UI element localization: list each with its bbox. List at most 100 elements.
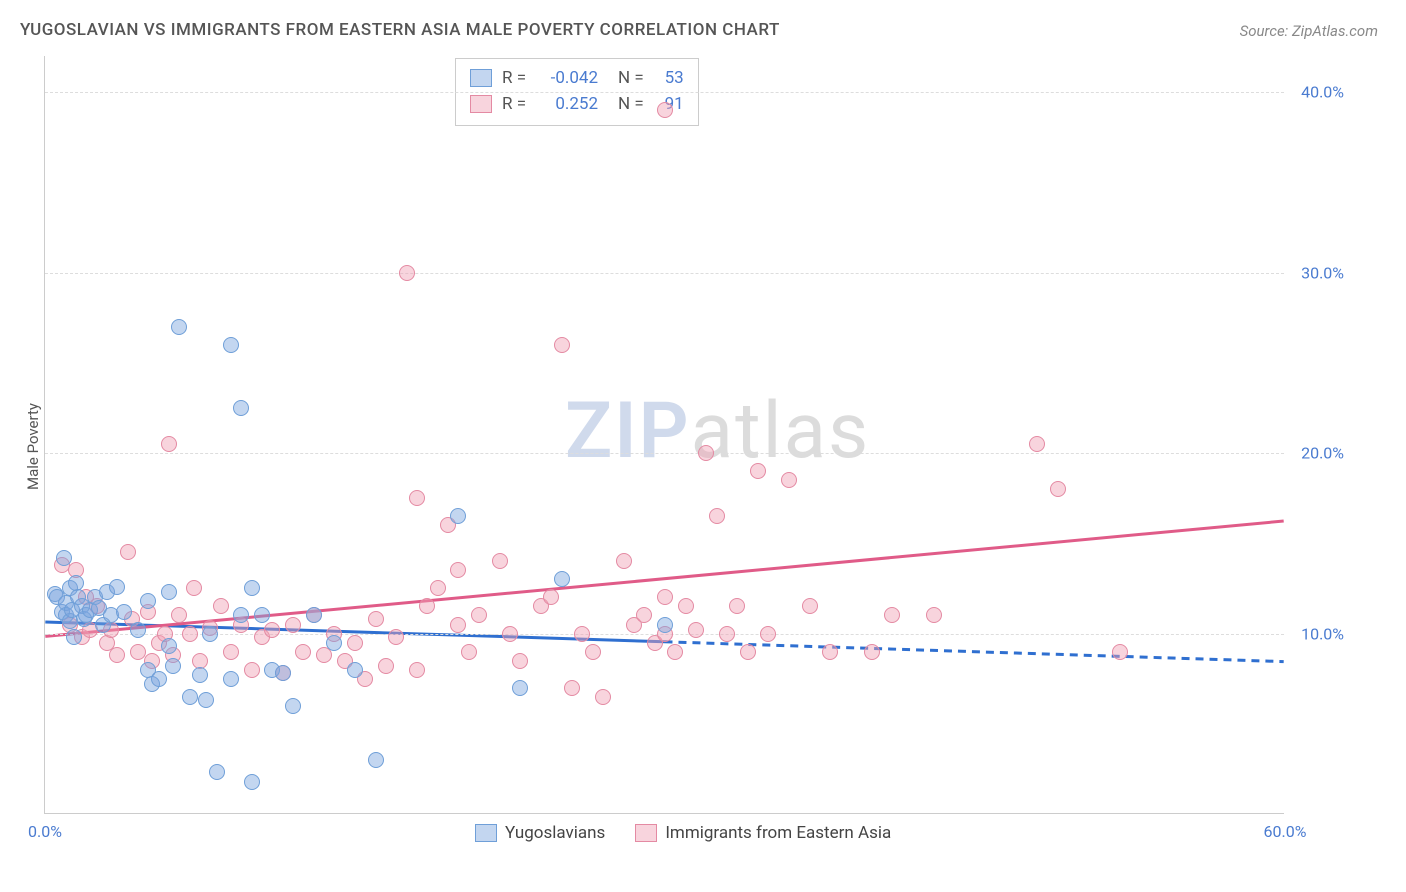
scatter-point-immigrants	[295, 644, 311, 660]
scatter-point-yugoslavians	[347, 662, 363, 678]
scatter-point-yugoslavians	[233, 607, 249, 623]
source-credit: Source: ZipAtlas.com	[1240, 22, 1378, 40]
scatter-point-yugoslavians	[116, 604, 132, 620]
trend-line	[665, 642, 1284, 662]
scatter-point-yugoslavians	[109, 579, 125, 595]
legend-label-yugoslavians: Yugoslavians	[505, 823, 605, 843]
scatter-point-immigrants	[471, 607, 487, 623]
scatter-point-immigrants	[543, 589, 559, 605]
scatter-point-yugoslavians	[171, 319, 187, 335]
scatter-point-yugoslavians	[368, 752, 384, 768]
scatter-point-immigrants	[502, 626, 518, 642]
scatter-point-immigrants	[729, 598, 745, 614]
r-label: R =	[502, 94, 526, 114]
gridline-h	[45, 92, 1284, 93]
scatter-point-yugoslavians	[554, 571, 570, 587]
y-tick-label: 20.0%	[1289, 444, 1344, 463]
scatter-point-immigrants	[244, 662, 260, 678]
scatter-point-yugoslavians	[254, 607, 270, 623]
scatter-point-immigrants	[657, 102, 673, 118]
scatter-point-immigrants	[347, 635, 363, 651]
scatter-point-immigrants	[864, 644, 880, 660]
scatter-point-immigrants	[926, 607, 942, 623]
scatter-point-immigrants	[186, 580, 202, 596]
scatter-point-immigrants	[574, 626, 590, 642]
scatter-point-immigrants	[450, 562, 466, 578]
scatter-point-immigrants	[120, 544, 136, 560]
scatter-point-immigrants	[419, 598, 435, 614]
legend-row-immigrants: R = 0.252 N = 91	[470, 91, 684, 117]
scatter-point-immigrants	[368, 611, 384, 627]
scatter-point-immigrants	[616, 553, 632, 569]
scatter-point-immigrants	[1112, 644, 1128, 660]
scatter-point-immigrants	[822, 644, 838, 660]
n-label: N =	[618, 68, 644, 88]
scatter-point-immigrants	[585, 644, 601, 660]
gridline-h	[45, 273, 1284, 274]
scatter-point-immigrants	[492, 553, 508, 569]
scatter-point-immigrants	[171, 607, 187, 623]
scatter-point-yugoslavians	[140, 593, 156, 609]
scatter-point-immigrants	[388, 629, 404, 645]
scatter-point-yugoslavians	[275, 665, 291, 681]
scatter-point-yugoslavians	[244, 774, 260, 790]
scatter-point-immigrants	[285, 617, 301, 633]
y-axis-label: Male Poverty	[24, 403, 42, 490]
scatter-plot-area: ZIPatlas R = -0.042 N = 53 R = 0.252 N =…	[44, 56, 1284, 814]
scatter-point-immigrants	[409, 662, 425, 678]
scatter-point-immigrants	[399, 265, 415, 281]
scatter-point-immigrants	[564, 680, 580, 696]
scatter-point-immigrants	[182, 626, 198, 642]
r-value-yugoslavians: -0.042	[536, 68, 598, 88]
scatter-point-immigrants	[1029, 436, 1045, 452]
scatter-point-immigrants	[1050, 481, 1066, 497]
y-tick-label: 30.0%	[1289, 263, 1344, 282]
scatter-point-immigrants	[213, 598, 229, 614]
r-label: R =	[502, 68, 526, 88]
scatter-point-yugoslavians	[130, 622, 146, 638]
gridline-h	[45, 453, 1284, 454]
scatter-point-immigrants	[450, 617, 466, 633]
scatter-point-immigrants	[161, 436, 177, 452]
scatter-point-yugoslavians	[161, 584, 177, 600]
scatter-point-immigrants	[884, 607, 900, 623]
swatch-yugoslavians	[470, 69, 492, 87]
y-tick-label: 10.0%	[1289, 624, 1344, 643]
y-tick-label: 40.0%	[1289, 83, 1344, 102]
scatter-point-immigrants	[719, 626, 735, 642]
scatter-point-yugoslavians	[512, 680, 528, 696]
scatter-point-yugoslavians	[285, 698, 301, 714]
scatter-point-immigrants	[223, 644, 239, 660]
watermark-zip: ZIP	[565, 386, 691, 477]
scatter-point-immigrants	[657, 589, 673, 605]
scatter-point-immigrants	[678, 598, 694, 614]
series-legend: Yugoslavians Immigrants from Eastern Asi…	[475, 823, 891, 843]
watermark-atlas: atlas	[691, 386, 871, 477]
x-tick-label: 0.0%	[28, 822, 62, 841]
scatter-point-yugoslavians	[165, 658, 181, 674]
chart-title: YUGOSLAVIAN VS IMMIGRANTS FROM EASTERN A…	[20, 20, 780, 40]
scatter-point-yugoslavians	[56, 550, 72, 566]
legend-item-immigrants: Immigrants from Eastern Asia	[635, 823, 891, 843]
scatter-point-yugoslavians	[151, 671, 167, 687]
scatter-point-yugoslavians	[306, 607, 322, 623]
scatter-point-immigrants	[595, 689, 611, 705]
n-value-yugoslavians: 53	[654, 68, 684, 88]
scatter-point-immigrants	[781, 472, 797, 488]
scatter-point-yugoslavians	[66, 629, 82, 645]
scatter-point-yugoslavians	[209, 764, 225, 780]
scatter-point-immigrants	[264, 622, 280, 638]
scatter-point-immigrants	[636, 607, 652, 623]
scatter-point-immigrants	[554, 337, 570, 353]
trend-lines	[45, 56, 1284, 813]
scatter-point-immigrants	[512, 653, 528, 669]
scatter-point-yugoslavians	[223, 337, 239, 353]
scatter-point-immigrants	[802, 598, 818, 614]
scatter-point-immigrants	[688, 622, 704, 638]
scatter-point-yugoslavians	[198, 692, 214, 708]
scatter-point-immigrants	[409, 490, 425, 506]
scatter-point-immigrants	[760, 626, 776, 642]
r-value-immigrants: 0.252	[536, 94, 598, 114]
scatter-point-immigrants	[750, 463, 766, 479]
scatter-point-immigrants	[109, 647, 125, 663]
